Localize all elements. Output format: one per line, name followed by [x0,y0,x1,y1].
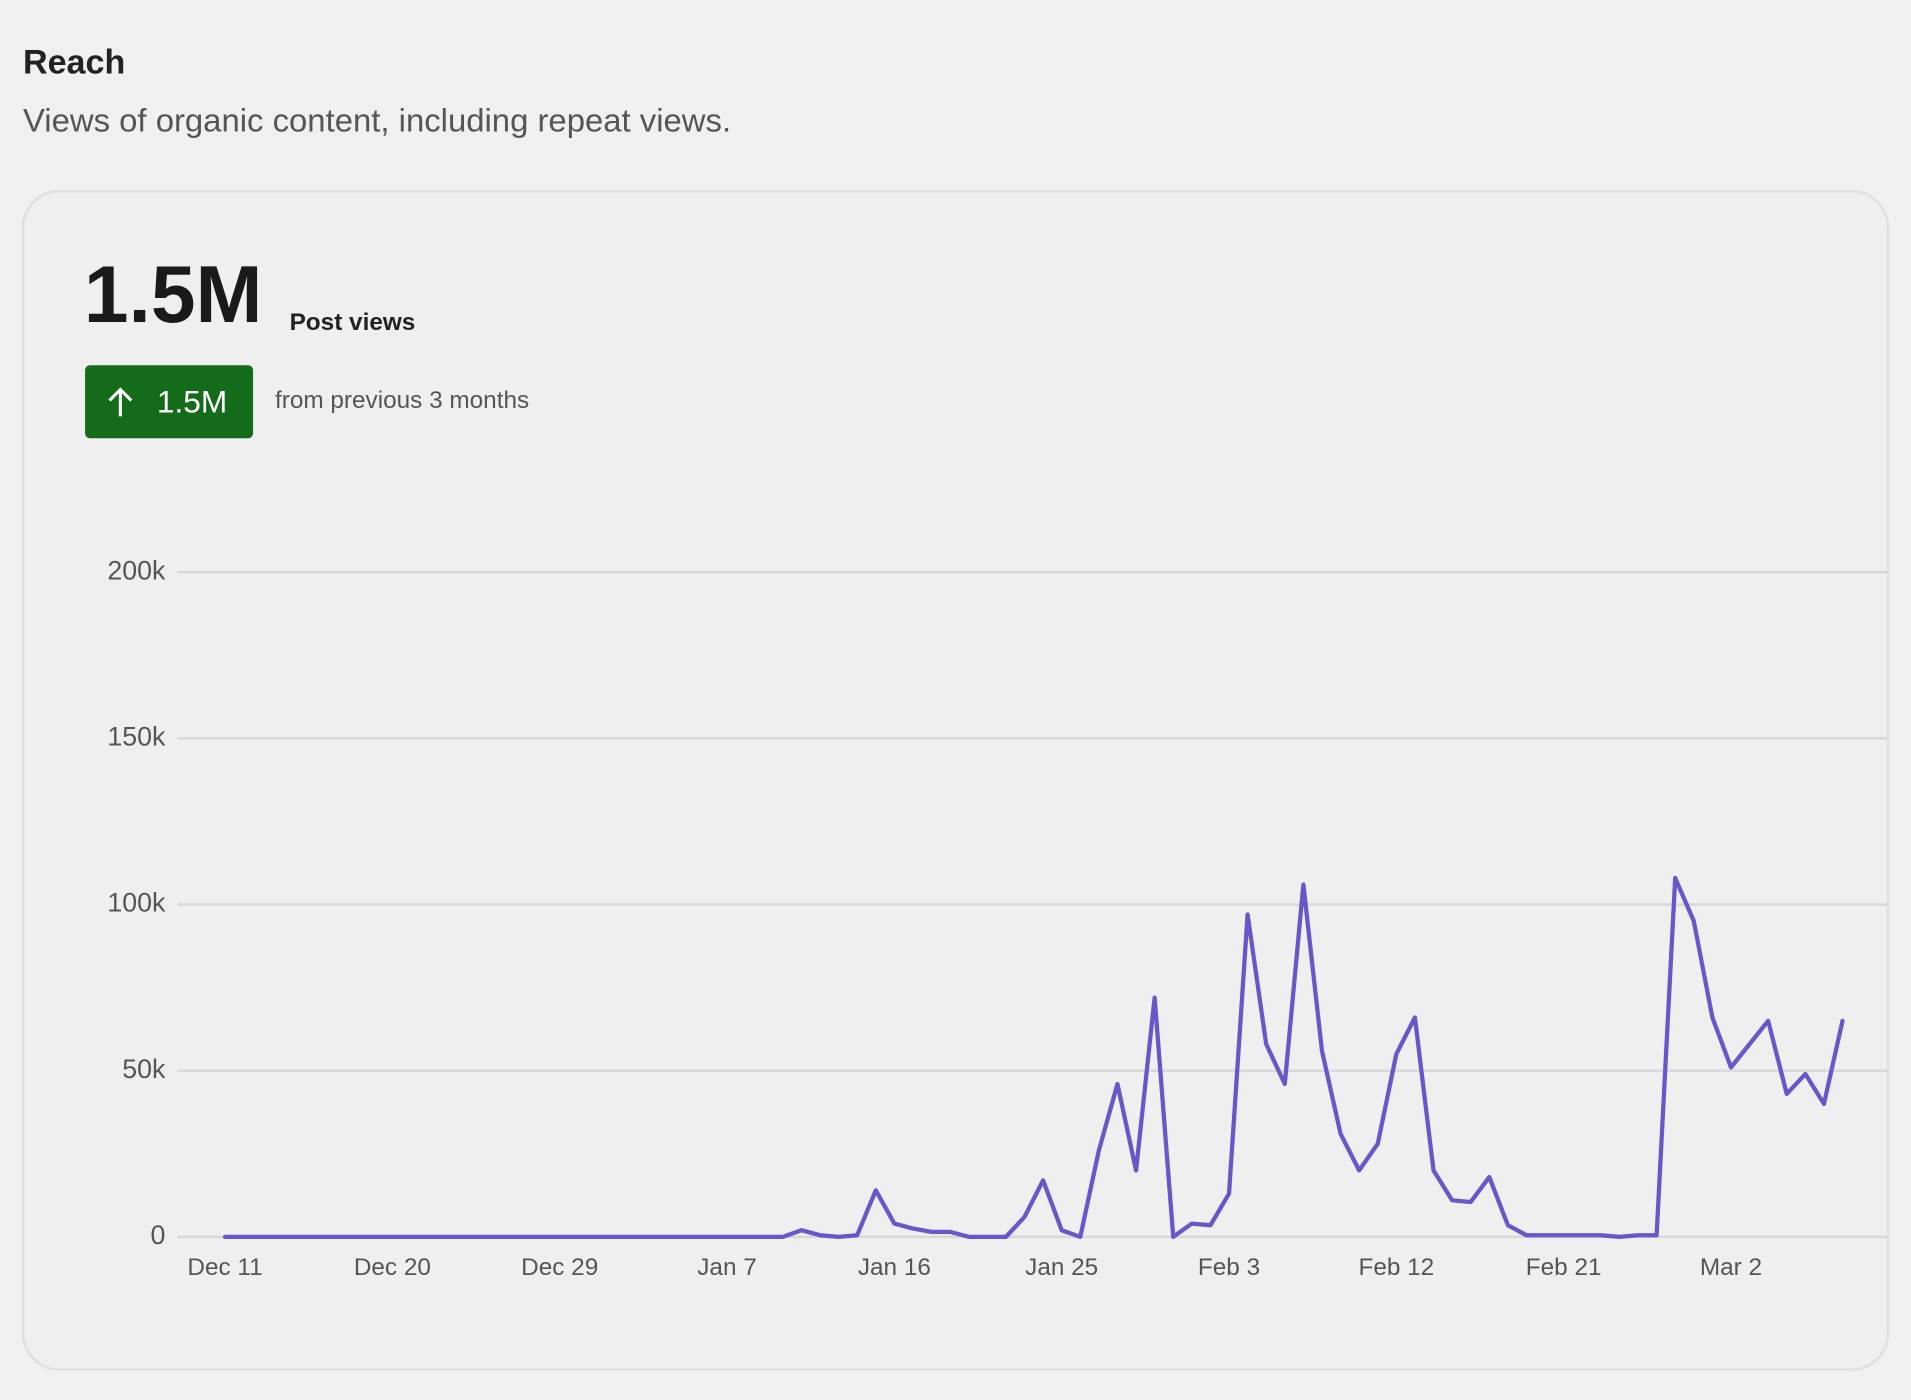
card [21,189,1890,1371]
change-label: from previous 3 months [275,387,529,414]
x-tick-label: Jan 16 [858,1254,931,1281]
y-tick-label: 50k [122,1054,166,1084]
y-tick-label: 0 [151,1220,166,1250]
x-tick-label: Feb 3 [1198,1254,1260,1281]
y-tick-label: 100k [107,888,166,918]
x-tick-label: Dec 11 [187,1254,262,1281]
change-value: 1.5M [157,384,227,420]
up-arrow-icon [108,387,133,417]
total-value: 1.5M [84,250,263,340]
x-tick-label: Dec 29 [521,1254,598,1281]
y-tick-label: 200k [107,555,166,585]
y-tick-label: 150k [107,721,166,751]
x-tick-label: Feb 12 [1358,1254,1434,1281]
x-tick-label: Jan 25 [1025,1254,1098,1281]
x-tick-label: Dec 20 [354,1254,431,1281]
x-tick-label: Feb 21 [1526,1254,1602,1281]
section-title: Reach [23,44,125,82]
total-label: Post views [290,309,416,336]
x-tick-label: Jan 7 [697,1254,757,1281]
section-subtitle: Views of organic content, including repe… [23,102,731,139]
change-badge [85,365,254,439]
x-tick-label: Mar 2 [1700,1254,1762,1281]
data-line [222,875,1845,1240]
